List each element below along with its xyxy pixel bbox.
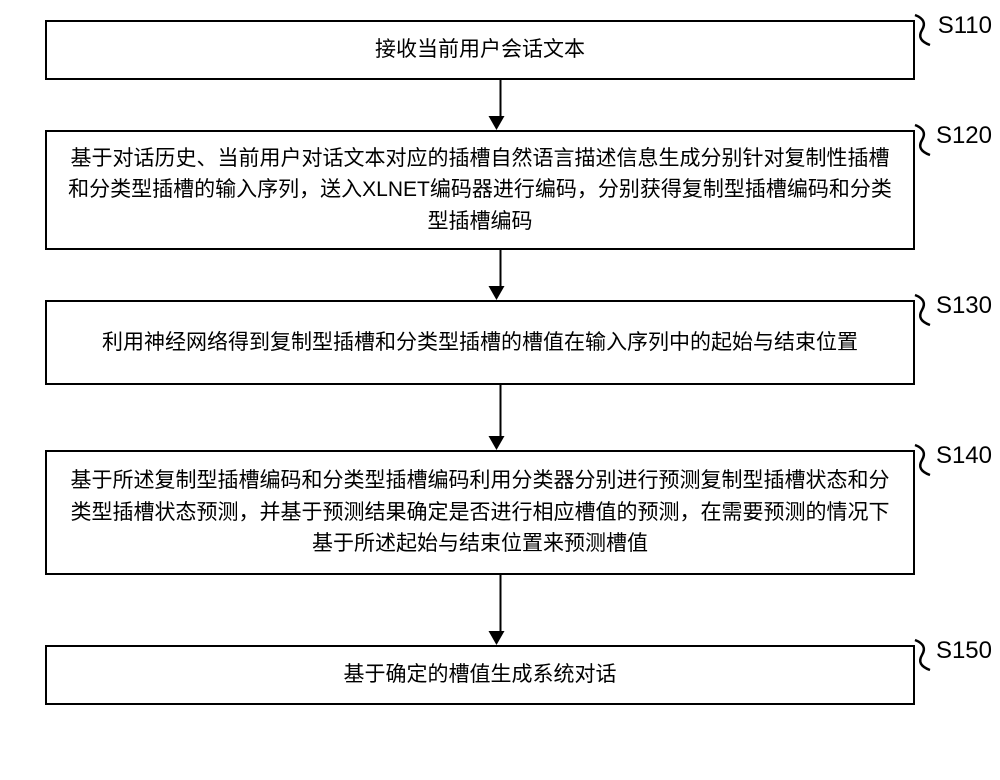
step-text-s130: 利用神经网络得到复制型插槽和分类型插槽的槽值在输入序列中的起始与结束位置 <box>102 327 858 359</box>
step-box-s150: 基于确定的槽值生成系统对话 <box>45 645 915 705</box>
step-box-s130: 利用神经网络得到复制型插槽和分类型插槽的槽值在输入序列中的起始与结束位置 <box>45 300 915 385</box>
step-text-s140: 基于所述复制型插槽编码和分类型插槽编码利用分类器分别进行预测复制型插槽状态和分类… <box>67 465 893 560</box>
step-label-s140: S140 <box>936 442 992 470</box>
label-curve-s110 <box>910 10 940 50</box>
step-text-s150: 基于确定的槽值生成系统对话 <box>344 659 617 691</box>
arrow-4 <box>496 575 505 645</box>
step-label-s110: S110 <box>938 12 992 40</box>
step-label-s150: S150 <box>936 637 992 665</box>
step-text-s110: 接收当前用户会话文本 <box>375 34 585 66</box>
step-box-s110: 接收当前用户会话文本 <box>45 20 915 80</box>
arrow-1 <box>496 80 505 130</box>
step-box-s120: 基于对话历史、当前用户对话文本对应的插槽自然语言描述信息生成分别针对复制性插槽和… <box>45 130 915 250</box>
flowchart-container: 接收当前用户会话文本 S110 基于对话历史、当前用户对话文本对应的插槽自然语言… <box>0 0 1000 780</box>
step-text-s120: 基于对话历史、当前用户对话文本对应的插槽自然语言描述信息生成分别针对复制性插槽和… <box>67 143 893 238</box>
step-box-s140: 基于所述复制型插槽编码和分类型插槽编码利用分类器分别进行预测复制型插槽状态和分类… <box>45 450 915 575</box>
step-label-s130: S130 <box>936 292 992 320</box>
arrow-2 <box>496 250 505 300</box>
step-label-s120: S120 <box>936 122 992 150</box>
arrow-3 <box>496 385 505 450</box>
